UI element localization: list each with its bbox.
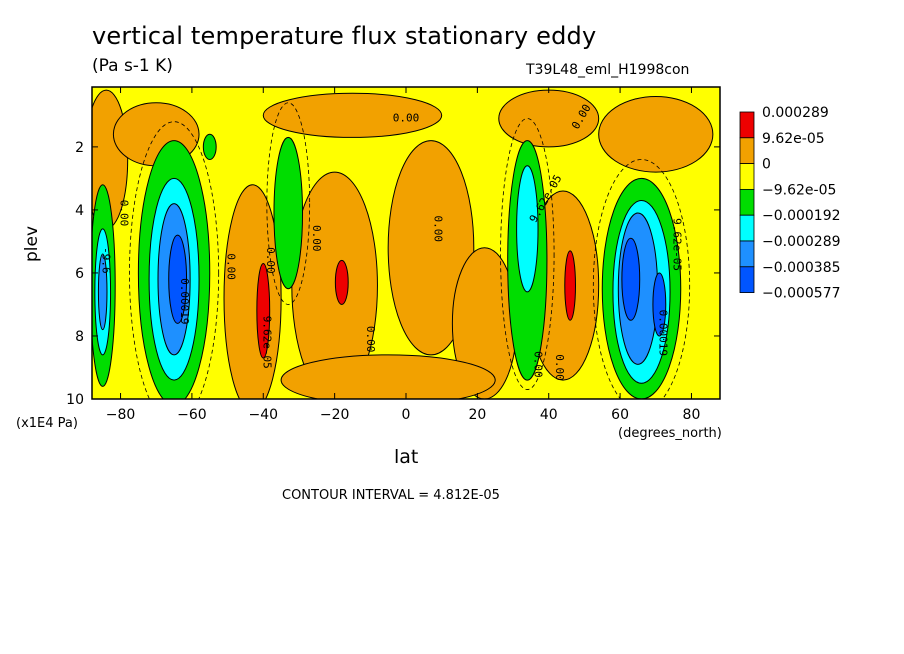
x-tick-label: −60 — [177, 407, 207, 423]
x-tick-label: 80 — [683, 407, 701, 423]
y-axis-ticks: 2 4 6 8 10 — [66, 140, 720, 408]
negative-contour-3 — [592, 159, 691, 399]
legend-label: −9.62e-05 — [762, 182, 836, 198]
chart-units: (Pa s-1 K) — [92, 56, 173, 76]
legend-swatch — [739, 214, 755, 242]
y-tick-label: 10 — [66, 392, 84, 408]
colorbar-legend: 0.000289 9.62e-05 0 −9.62e-05 −0.000192 −0.00… — [739, 105, 841, 302]
pos-region-eq — [387, 140, 475, 356]
contour-label: 0.00019 — [178, 278, 191, 324]
neg-70n-deep — [652, 272, 667, 337]
run-label: T39L48_eml_H1998con — [526, 62, 690, 78]
contour-label: 9.62e-05 — [671, 218, 684, 271]
legend-label: −0.000289 — [762, 234, 841, 250]
chart-title: vertical temperature flux stationary edd… — [92, 22, 597, 50]
x-axis-unit: (degrees_north) — [618, 426, 722, 441]
x-axis-label: lat — [394, 446, 419, 468]
y-tick-label: 4 — [75, 203, 84, 219]
x-tick-label: −80 — [106, 407, 136, 423]
neg-m85-blue — [97, 253, 108, 331]
contour-label: 0.00 — [310, 225, 323, 252]
legend-label: 0 — [762, 157, 771, 173]
pos-region-bottom — [280, 354, 496, 399]
legend-swatch — [739, 188, 755, 216]
x-tick-label: −40 — [248, 407, 278, 423]
pos-region-top-mid — [262, 92, 443, 138]
legend-swatch — [739, 240, 755, 268]
neg-m55-green — [202, 133, 217, 160]
contour-label: 0.00 — [264, 247, 277, 274]
y-tick-label: 6 — [75, 266, 84, 282]
neg-65n-deep — [621, 237, 641, 321]
negative-contour-2 — [500, 118, 555, 390]
x-tick-label: 20 — [468, 407, 486, 423]
contour-label: 0.00 — [225, 253, 238, 280]
legend-label: 0.000289 — [762, 105, 829, 121]
x-tick-label: −20 — [320, 407, 350, 423]
contour-label: 0.00 — [432, 216, 445, 243]
contour-label: 0.00 — [118, 200, 131, 227]
contour-label: 0.00019 — [656, 310, 669, 356]
neg-m65-deep — [168, 234, 188, 324]
legend-swatch — [739, 266, 755, 293]
contour-label: 0.00 — [553, 354, 566, 381]
y-axis-unit: (x1E4 Pa) — [16, 416, 78, 431]
legend-swatch — [739, 111, 755, 139]
contour-label: 0.00 — [364, 326, 377, 353]
x-tick-label: 60 — [611, 407, 629, 423]
contour-label: 0.00 — [531, 351, 544, 378]
neg-m33-green — [273, 136, 304, 290]
x-tick-label: 40 — [540, 407, 558, 423]
y-axis-label: plev — [22, 225, 42, 262]
negative-contour-0 — [129, 121, 220, 399]
y-tick-label: 8 — [75, 329, 84, 345]
legend-label: −0.000192 — [762, 208, 841, 224]
field-shapes — [92, 89, 714, 399]
pos-core-45n — [564, 250, 576, 321]
contour-interval-note: CONTOUR INTERVAL = 4.812E-05 — [282, 488, 500, 503]
legend-swatch — [739, 137, 755, 165]
contour-label: -9.6 — [100, 247, 113, 274]
y-tick-label: 2 — [75, 140, 84, 156]
legend-label: −0.000577 — [762, 286, 841, 302]
pos-region-m45 — [223, 184, 282, 399]
negative-contour-1 — [266, 102, 311, 305]
x-axis-ticks: −80 −60 −40 −20 0 20 40 60 80 — [106, 87, 701, 423]
legend-label: 9.62e-05 — [762, 131, 825, 147]
contour-label: 9.62e-05 — [260, 316, 273, 369]
legend-label: −0.000385 — [762, 260, 841, 276]
pos-core-m40 — [256, 262, 271, 359]
pos-region-top-right — [598, 95, 714, 173]
x-tick-label: 0 — [402, 407, 411, 423]
contour-label: 0.00 — [393, 112, 420, 125]
legend-swatch — [739, 163, 755, 190]
neg-32n-cyan — [516, 165, 539, 293]
pos-core-m18 — [334, 259, 349, 305]
